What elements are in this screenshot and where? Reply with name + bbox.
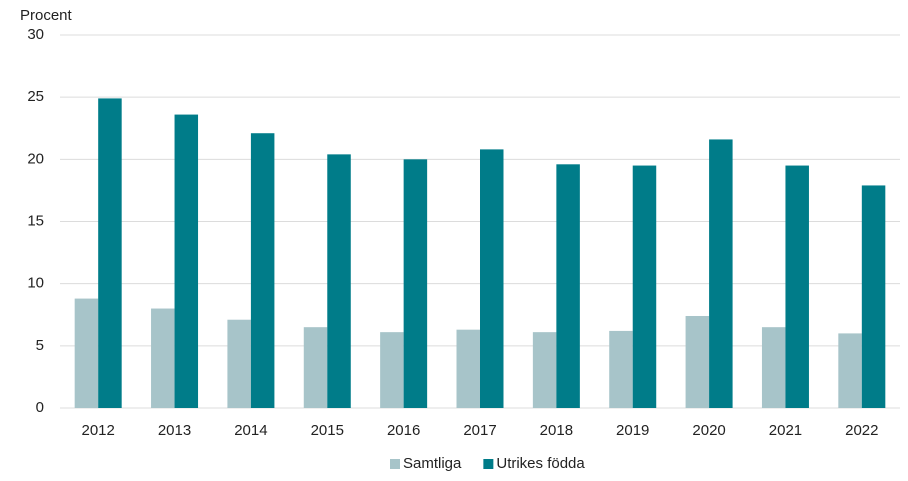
- bar: [785, 165, 809, 408]
- bar: [174, 114, 199, 408]
- bar: [250, 133, 275, 408]
- bar: [609, 330, 633, 408]
- x-tick-label: 2018: [540, 422, 573, 439]
- legend-label: Samtliga: [403, 455, 462, 472]
- y-tick-label: 10: [27, 275, 44, 292]
- y-tick-label: 20: [27, 150, 44, 167]
- bar: [861, 185, 886, 408]
- bar: [98, 98, 122, 408]
- x-tick-label: 2016: [387, 422, 420, 439]
- x-tick-label: 2017: [463, 422, 496, 439]
- bar: [632, 165, 657, 408]
- bar: [532, 332, 557, 408]
- bar: [303, 327, 328, 408]
- bar: [227, 319, 251, 408]
- y-tick-label: 30: [27, 26, 44, 43]
- y-axis-label: Procent: [20, 7, 73, 24]
- x-tick-label: 2020: [692, 422, 725, 439]
- bar: [327, 154, 351, 408]
- bar: [74, 298, 99, 408]
- bar: [761, 327, 786, 408]
- x-tick-label: 2022: [845, 422, 878, 439]
- legend-swatch: [390, 459, 400, 469]
- legend-swatch: [483, 459, 494, 469]
- bar: [709, 139, 733, 408]
- bar: [480, 149, 504, 409]
- bar: [151, 308, 175, 408]
- bar: [456, 329, 480, 408]
- bar: [403, 159, 428, 408]
- y-tick-label: 0: [36, 399, 44, 416]
- x-tick-label: 2012: [81, 422, 114, 439]
- bar: [556, 164, 580, 408]
- y-tick-label: 5: [36, 337, 44, 354]
- y-tick-label: 25: [27, 88, 44, 105]
- x-tick-label: 2019: [616, 422, 649, 439]
- y-tick-label: 15: [27, 212, 44, 229]
- x-tick-label: 2015: [311, 422, 344, 439]
- bar: [838, 333, 862, 408]
- x-tick-label: 2013: [158, 422, 191, 439]
- bar: [685, 315, 710, 408]
- legend-label: Utrikes födda: [496, 455, 585, 472]
- x-tick-label: 2021: [769, 422, 802, 439]
- x-tick-label: 2014: [234, 422, 267, 439]
- bar: [380, 332, 404, 408]
